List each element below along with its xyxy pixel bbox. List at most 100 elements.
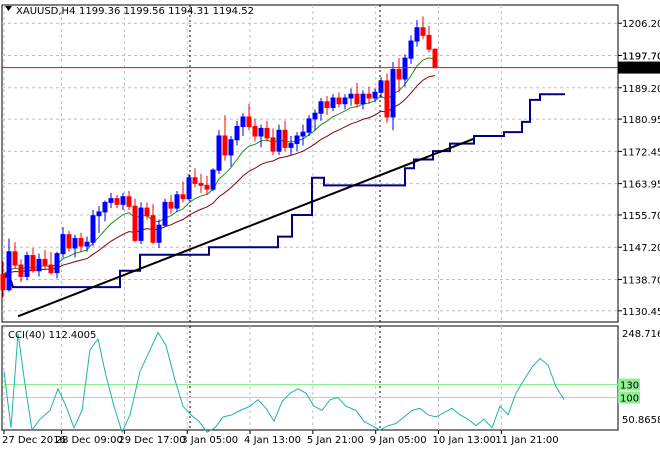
candle-body: [288, 143, 294, 148]
candle-body: [126, 196, 132, 207]
candle[interactable]: [0, 261, 6, 298]
candle[interactable]: [174, 191, 180, 212]
candle[interactable]: [294, 132, 300, 152]
candle[interactable]: [84, 236, 90, 252]
candle[interactable]: [384, 73, 390, 123]
candle-body: [96, 211, 102, 217]
candle[interactable]: [54, 251, 60, 279]
candle[interactable]: [168, 194, 174, 214]
candle[interactable]: [306, 115, 312, 136]
candle[interactable]: [432, 48, 438, 69]
candle[interactable]: [96, 206, 102, 233]
candle[interactable]: [198, 173, 204, 193]
candle[interactable]: [228, 135, 234, 167]
candle[interactable]: [246, 103, 252, 131]
candle[interactable]: [270, 128, 276, 155]
candle[interactable]: [210, 168, 216, 192]
candle-body: [270, 137, 276, 152]
candle-body: [360, 93, 366, 105]
candle[interactable]: [240, 113, 246, 136]
candle[interactable]: [18, 259, 24, 283]
candle[interactable]: [318, 98, 324, 121]
candle-body: [330, 97, 336, 109]
cci-line: [3, 331, 565, 434]
candle[interactable]: [48, 251, 54, 275]
candle[interactable]: [108, 192, 114, 209]
candle[interactable]: [396, 58, 402, 93]
candle-body: [162, 201, 168, 226]
candle-body: [192, 177, 198, 184]
candle[interactable]: [162, 198, 168, 228]
candle[interactable]: [132, 198, 138, 243]
candle-body: [48, 264, 54, 274]
trendline[interactable]: [17, 137, 475, 318]
candle-body: [24, 255, 30, 277]
candle[interactable]: [66, 230, 72, 252]
candle[interactable]: [12, 242, 18, 269]
candle[interactable]: [72, 234, 78, 258]
candle[interactable]: [288, 135, 294, 155]
candle[interactable]: [156, 219, 162, 248]
price-tick-label: 1180.95: [622, 115, 660, 126]
candle[interactable]: [420, 16, 426, 40]
candle[interactable]: [354, 82, 360, 108]
candle[interactable]: [90, 210, 96, 247]
candle[interactable]: [222, 115, 228, 161]
price-tick-label: 1197.70: [622, 51, 660, 62]
candle[interactable]: [6, 238, 12, 292]
candle[interactable]: [372, 88, 378, 102]
candle[interactable]: [408, 35, 414, 64]
candle[interactable]: [192, 168, 198, 188]
candle[interactable]: [216, 130, 222, 174]
candle[interactable]: [126, 191, 132, 211]
candle[interactable]: [30, 247, 36, 273]
candle[interactable]: [324, 96, 330, 116]
candle[interactable]: [426, 25, 432, 53]
candle-body: [102, 201, 108, 213]
candle[interactable]: [78, 232, 84, 252]
candle[interactable]: [276, 124, 282, 155]
candle[interactable]: [150, 204, 156, 245]
step-indicator-line: [3, 93, 565, 289]
candle[interactable]: [102, 200, 108, 222]
candle-body: [228, 139, 234, 156]
candle[interactable]: [234, 120, 240, 146]
candle[interactable]: [120, 192, 126, 211]
candle[interactable]: [252, 118, 258, 142]
candle[interactable]: [360, 90, 366, 110]
candle[interactable]: [264, 120, 270, 142]
candle-body: [384, 80, 390, 118]
candle[interactable]: [342, 94, 348, 110]
candle[interactable]: [282, 120, 288, 152]
candle[interactable]: [36, 253, 42, 277]
candle[interactable]: [60, 227, 66, 258]
candle[interactable]: [312, 109, 318, 131]
candle[interactable]: [144, 202, 150, 220]
candle-body: [150, 215, 156, 243]
candle[interactable]: [378, 77, 384, 99]
time-tick-label: 4 Jan 13:00: [244, 435, 301, 446]
candle[interactable]: [366, 86, 372, 104]
price-axis: 1206.20 1197.70 1189.20 1180.95 1172.45 1163.…: [618, 19, 660, 318]
candle[interactable]: [42, 249, 48, 269]
candle[interactable]: [258, 124, 264, 148]
candle[interactable]: [330, 94, 336, 112]
price-tick-label: 1147.20: [622, 243, 660, 254]
candle[interactable]: [24, 251, 30, 281]
cci-level-tag: [618, 391, 640, 404]
candle[interactable]: [114, 194, 120, 209]
candle[interactable]: [138, 202, 144, 245]
candle[interactable]: [180, 181, 186, 203]
candles[interactable]: [0, 16, 438, 298]
collapse-triangle-icon[interactable]: [5, 6, 12, 11]
candle-body: [60, 234, 66, 255]
candle[interactable]: [390, 61, 396, 131]
candle[interactable]: [336, 92, 342, 108]
candle[interactable]: [402, 54, 408, 87]
candle[interactable]: [414, 20, 420, 47]
candle[interactable]: [186, 173, 192, 201]
candle[interactable]: [300, 124, 306, 146]
time-tick-label: 27 Dec 2016: [2, 435, 66, 446]
candle[interactable]: [204, 175, 210, 195]
candle[interactable]: [348, 88, 354, 106]
